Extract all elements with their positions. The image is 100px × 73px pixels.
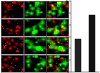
Bar	[75, 39, 81, 72]
Bar	[89, 15, 95, 72]
